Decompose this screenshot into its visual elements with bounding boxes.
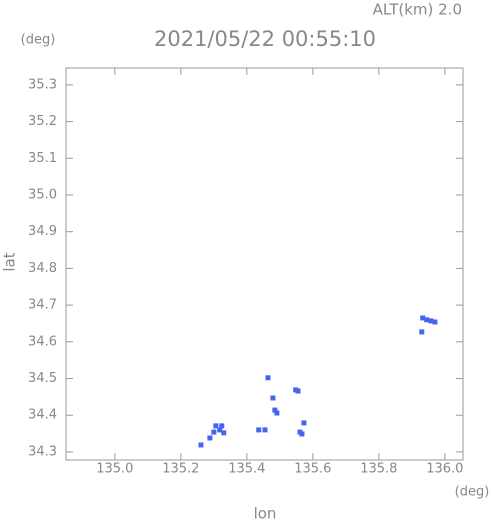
radar-echo [301,420,307,426]
radar-echo [295,388,301,394]
x-tick-label: 136.0 [426,462,463,477]
y-tick-label: 34.4 [28,408,57,423]
radar-echo [272,407,278,413]
radar-echo [213,423,219,429]
y-tick-label: 35.3 [28,77,57,92]
y-unit: (deg) [21,33,56,48]
radar-echo [428,318,434,324]
x-tick-label: 135.6 [294,462,331,477]
y-tick-label: 34.8 [28,261,57,276]
y-tick-label: 34.6 [28,334,57,349]
y-tick-label: 34.5 [28,371,57,386]
y-tick-label: 35.2 [28,114,57,129]
radar-echo [270,395,276,401]
x-tick-label: 135.8 [360,462,397,477]
plot-frame [65,67,464,461]
y-tick-label: 35.0 [28,187,57,202]
altitude-label: ALT(km) 2.0 [373,1,462,19]
y-tick-label: 34.9 [28,224,57,239]
x-tick-label: 135.2 [162,462,199,477]
y-axis-label: lat [1,252,19,271]
radar-echo [265,375,271,381]
radar-echo [217,427,223,433]
x-axis-label: lon [254,505,277,521]
radar-echo [219,423,225,429]
x-tick-label: 135.0 [96,462,133,477]
radar-echo [262,427,268,433]
radar-echo [299,431,305,437]
radar-echo [419,329,425,335]
y-tick-label: 34.3 [28,444,57,459]
chart-title: 2021/05/22 00:55:10 [154,27,376,51]
x-tick-label: 135.4 [228,462,265,477]
y-tick-label: 34.7 [28,298,57,313]
radar-echo [424,317,430,323]
y-tick-label: 35.1 [28,151,57,166]
radar-echo [432,319,438,325]
radar-echo [420,315,426,321]
radar-echo [207,435,213,441]
radar-echo [256,427,262,433]
radar-echo [221,430,227,436]
radar-echo [211,429,217,435]
radar-echo [274,410,280,416]
x-unit: (deg) [455,485,490,500]
radar-echo [198,442,204,448]
